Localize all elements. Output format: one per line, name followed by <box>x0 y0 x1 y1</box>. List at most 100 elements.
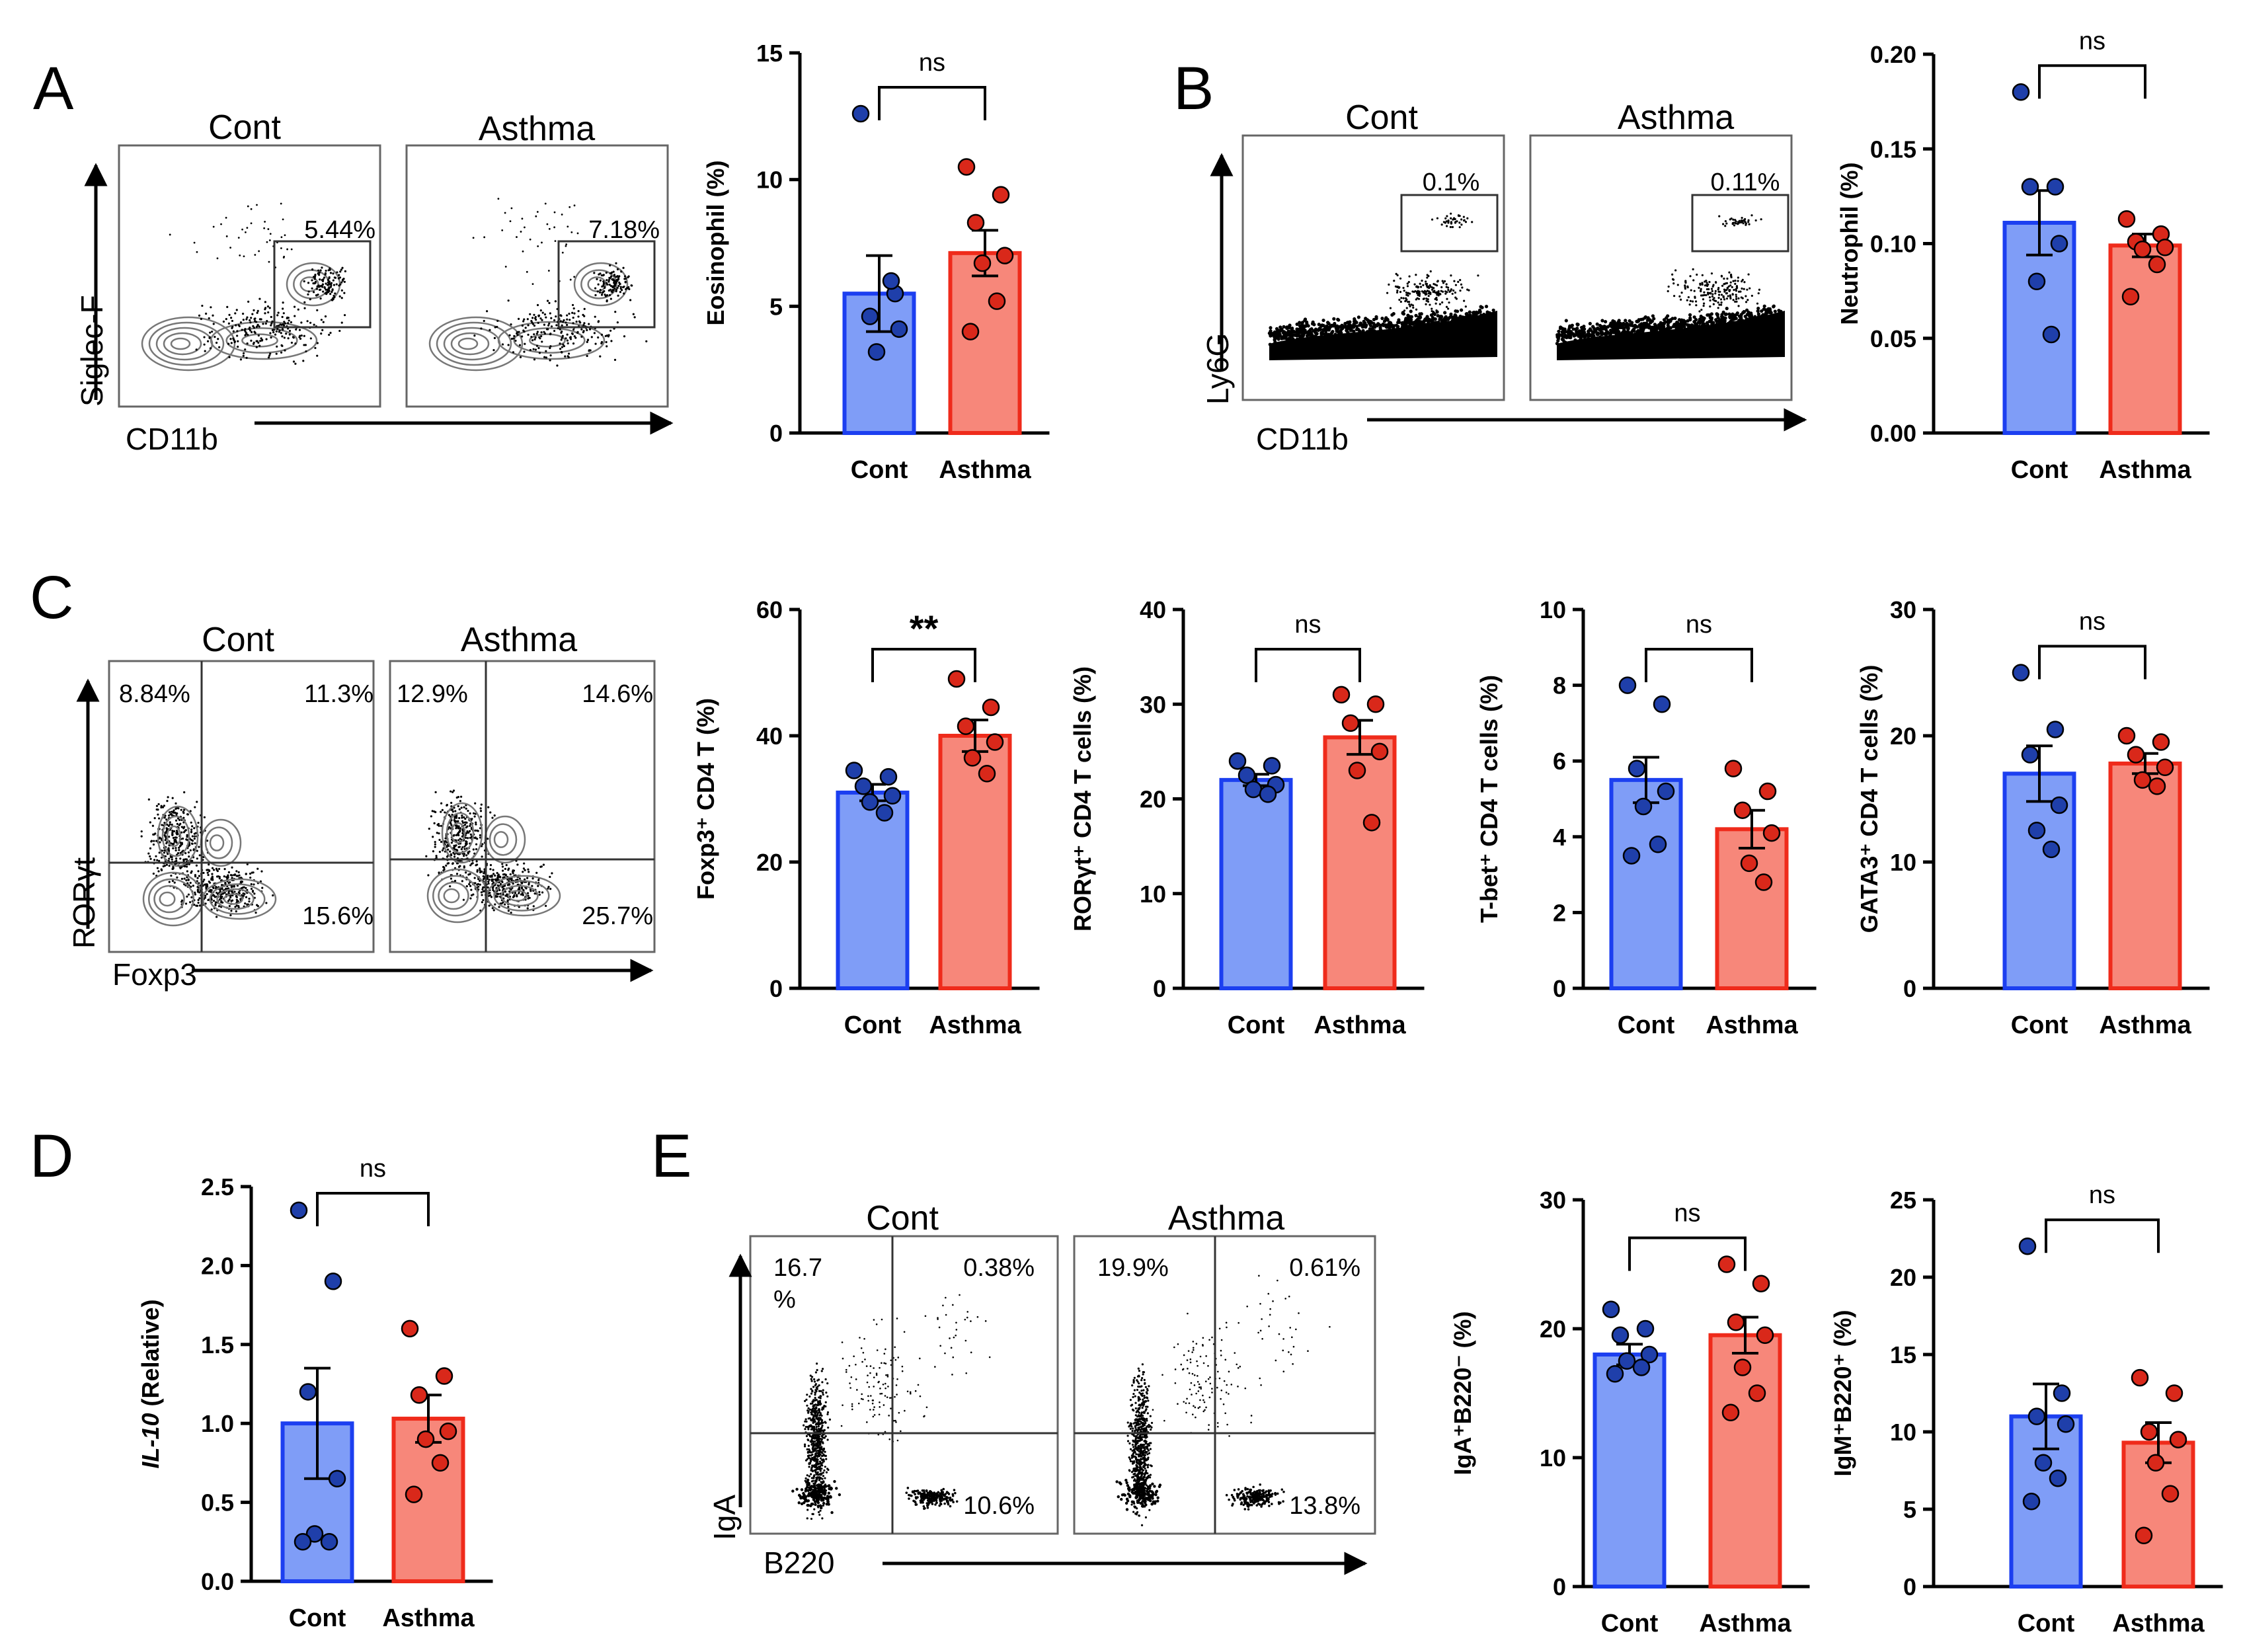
event-dot <box>1447 220 1450 223</box>
event-dot <box>577 310 580 313</box>
event-dot <box>228 904 231 908</box>
event-dot <box>822 1436 824 1439</box>
event-dot <box>812 1400 815 1403</box>
event-dot <box>294 315 296 317</box>
event-dot <box>572 342 575 345</box>
event-dot <box>1731 223 1734 225</box>
event-dot <box>525 887 528 890</box>
event-dot <box>194 835 196 838</box>
event-dot <box>455 824 458 827</box>
event-dot <box>813 1508 816 1511</box>
event-dot <box>476 870 479 873</box>
event-dot <box>1622 326 1626 330</box>
event-dot <box>444 811 446 814</box>
event-dot <box>189 881 192 885</box>
event-dot <box>565 243 568 246</box>
event-dot <box>266 320 268 323</box>
event-dot <box>1445 305 1448 308</box>
event-dot <box>229 914 232 917</box>
event-dot <box>1735 300 1738 303</box>
event-dot <box>1442 221 1445 223</box>
event-dot <box>822 1480 825 1484</box>
event-dot <box>440 840 443 844</box>
event-dot <box>218 346 221 348</box>
event-dot <box>533 892 536 895</box>
event-dot <box>809 1374 812 1377</box>
event-dot <box>472 848 475 851</box>
event-dot <box>615 280 617 283</box>
event-dot <box>617 284 620 288</box>
event-dot <box>1747 299 1749 301</box>
event-dot <box>561 324 563 327</box>
event-dot <box>811 1417 814 1421</box>
event-dot <box>179 857 182 860</box>
event-dot <box>455 844 457 847</box>
event-dot <box>1409 321 1414 325</box>
event-dot <box>1333 321 1337 326</box>
event-dot <box>838 1493 842 1497</box>
event-dot <box>332 297 334 299</box>
event-dot <box>186 870 188 873</box>
event-dot <box>1721 284 1724 287</box>
event-dot <box>479 834 482 837</box>
event-dot <box>627 287 630 290</box>
event-dot <box>1723 288 1726 291</box>
event-dot <box>827 1426 830 1429</box>
event-dot <box>494 903 496 906</box>
event-dot <box>1425 315 1429 319</box>
event-dot <box>333 284 336 286</box>
event-dot <box>824 1491 827 1495</box>
event-dot <box>1686 299 1688 301</box>
event-dot <box>149 855 151 858</box>
event-dot <box>576 232 579 235</box>
event-dot <box>517 317 520 321</box>
event-dot <box>1720 274 1723 277</box>
event-dot <box>1733 313 1737 317</box>
event-dot <box>1698 310 1701 313</box>
event-dot <box>1720 313 1724 317</box>
event-dot <box>537 321 539 325</box>
event-dot <box>1700 288 1702 290</box>
event-dot <box>1708 288 1710 291</box>
event-dot <box>512 883 514 885</box>
event-dot <box>469 897 472 900</box>
event-dot <box>553 211 556 214</box>
event-dot <box>597 321 600 323</box>
event-dot <box>573 335 576 338</box>
event-dot <box>203 336 206 338</box>
event-dot <box>529 313 531 315</box>
event-dot <box>257 341 260 344</box>
event-dot <box>814 1496 818 1499</box>
event-dot <box>1726 277 1729 280</box>
event-dot <box>1684 288 1686 290</box>
event-dot <box>548 227 551 230</box>
event-dot <box>1698 286 1700 289</box>
event-dot <box>586 340 588 343</box>
event-dot <box>812 1425 814 1428</box>
event-dot <box>816 1435 819 1438</box>
event-dot <box>615 288 618 291</box>
event-dot <box>149 847 152 849</box>
event-dot <box>1565 335 1569 340</box>
event-dot <box>209 331 212 334</box>
event-dot <box>193 241 196 244</box>
event-dot <box>608 280 610 283</box>
event-dot <box>599 289 602 292</box>
flow-e-cont-events <box>791 1294 991 1520</box>
event-dot <box>440 810 442 813</box>
event-dot <box>1710 312 1713 316</box>
event-dot <box>1418 292 1421 295</box>
event-dot <box>1707 313 1711 317</box>
event-dot <box>155 855 157 857</box>
flow-b-asthma-gate <box>1691 194 1789 253</box>
event-dot <box>223 875 225 878</box>
event-dot <box>541 241 543 244</box>
event-dot <box>471 862 474 865</box>
event-dot <box>321 286 324 288</box>
event-dot <box>250 317 253 319</box>
event-dot <box>221 901 224 904</box>
event-dot <box>810 1443 813 1446</box>
event-dot <box>432 836 434 838</box>
event-dot <box>512 337 515 340</box>
event-dot <box>817 1400 820 1403</box>
